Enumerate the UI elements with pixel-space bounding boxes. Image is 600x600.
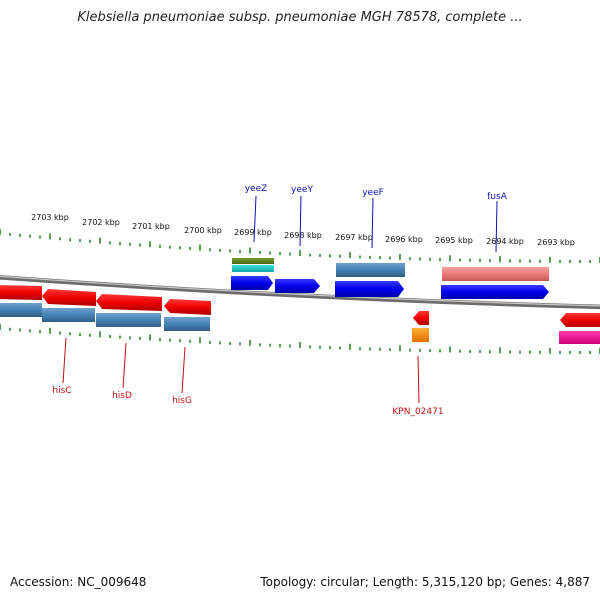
accession-text: Accession: NC_009648 <box>10 575 147 589</box>
gene-label-hisG[interactable]: hisG <box>172 396 192 406</box>
gene-label-yeeY[interactable]: yeeY <box>291 185 313 195</box>
genome-backbone <box>0 275 600 310</box>
gene-right-edge-magenta[interactable] <box>559 331 600 344</box>
gene-fusA-pink[interactable] <box>442 267 549 281</box>
scale-label: 2700 kbp <box>184 226 222 235</box>
gene-label-yeeZ[interactable]: yeeZ <box>245 184 268 194</box>
gene-arrow-left-edge[interactable] <box>0 285 42 300</box>
scale-label: 2694 kbp <box>486 237 524 246</box>
scale-label: 2703 kbp <box>31 213 69 222</box>
genome-summary-text: Topology: circular; Length: 5,315,120 bp… <box>260 575 590 589</box>
scale-label: 2698 kbp <box>284 231 322 240</box>
gene-hisD-steel[interactable] <box>96 313 161 327</box>
scale-ticks-top <box>0 229 600 263</box>
scale-label: 2695 kbp <box>435 236 473 245</box>
gene-yeeF-steel[interactable] <box>336 263 405 277</box>
gene-arrow-hisD[interactable] <box>96 294 162 311</box>
gene-arrow-KPN_02471[interactable] <box>413 311 429 325</box>
label-leaders <box>62 195 498 404</box>
gene-arrow-hisC[interactable] <box>42 289 96 306</box>
forward-strand-genes <box>231 258 549 299</box>
gene-label-fusA[interactable]: fusA <box>487 192 508 202</box>
gene-arrow-yeeY[interactable] <box>275 279 320 293</box>
scale-label: 2699 kbp <box>234 228 272 237</box>
gene-label-KPN_02471[interactable]: KPN_02471 <box>392 407 443 417</box>
gene-arrow-yeeZ[interactable] <box>231 276 273 290</box>
scale-label: 2697 kbp <box>335 233 373 242</box>
scale-label: 2702 kbp <box>82 218 120 227</box>
scale-labels: 2703 kbp 2702 kbp 2701 kbp 2700 kbp 2699… <box>31 213 575 247</box>
gene-label-hisC[interactable]: hisC <box>52 386 71 396</box>
reverse-strand-genes <box>0 285 600 344</box>
gene-label-yeeF[interactable]: yeeF <box>362 188 384 198</box>
gene-label-hisD[interactable]: hisD <box>112 391 132 401</box>
gene-labels: yeeZ yeeY yeeF fusA hisC hisD hisG KPN_0… <box>52 184 507 417</box>
gene-hisC-steel[interactable] <box>42 308 95 322</box>
gene-KPN_02471-orange[interactable] <box>412 328 429 342</box>
gene-arrow-right-edge[interactable] <box>560 313 600 327</box>
gene-hisG-steel[interactable] <box>164 317 210 331</box>
scale-ticks-bottom <box>0 324 600 354</box>
gene-left-edge-steel[interactable] <box>0 303 42 317</box>
scale-label: 2696 kbp <box>385 235 423 244</box>
scale-label: 2693 kbp <box>537 238 575 247</box>
gene-arrow-yeeF[interactable] <box>335 281 404 297</box>
gene-arrow-fusA[interactable] <box>441 285 549 299</box>
scale-label: 2701 kbp <box>132 222 170 231</box>
map-title: Klebsiella pneumoniae subsp. pneumoniae … <box>77 10 523 25</box>
gene-yeeZ-olive[interactable] <box>232 258 274 264</box>
gene-arrow-hisG[interactable] <box>164 299 211 315</box>
gene-yeeZ-cyan[interactable] <box>232 265 274 272</box>
